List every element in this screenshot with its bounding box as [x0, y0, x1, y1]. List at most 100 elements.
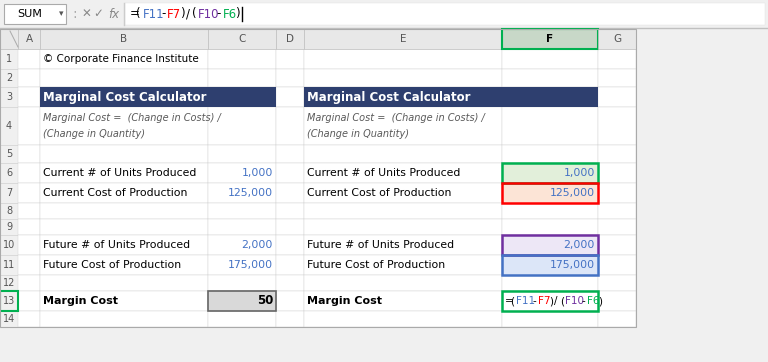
- Bar: [40, 275, 208, 291]
- Bar: [276, 203, 304, 219]
- Text: F7: F7: [167, 8, 181, 21]
- Text: F11: F11: [516, 296, 535, 306]
- Text: E: E: [400, 34, 406, 44]
- Bar: [304, 291, 502, 311]
- Bar: [208, 291, 276, 311]
- Bar: [502, 87, 598, 107]
- Bar: [0, 29, 636, 327]
- Bar: [304, 163, 502, 183]
- Bar: [598, 291, 636, 311]
- Bar: [40, 255, 208, 275]
- Bar: [304, 203, 502, 219]
- Bar: [598, 49, 636, 69]
- Bar: [18, 291, 40, 311]
- Bar: [0, 69, 18, 87]
- Bar: [18, 311, 40, 327]
- Bar: [502, 255, 598, 275]
- Bar: [598, 203, 636, 219]
- Bar: [304, 87, 502, 107]
- Bar: [18, 219, 40, 235]
- Bar: [208, 107, 276, 145]
- Bar: [18, 29, 40, 49]
- Bar: [0, 183, 18, 203]
- Text: C: C: [238, 34, 246, 44]
- Text: 2: 2: [6, 73, 12, 83]
- Text: Marginal Cost Calculator: Marginal Cost Calculator: [307, 90, 471, 104]
- Bar: [40, 219, 208, 235]
- Bar: [208, 219, 276, 235]
- Bar: [276, 311, 304, 327]
- Bar: [276, 49, 304, 69]
- Bar: [40, 107, 208, 145]
- Bar: [0, 311, 18, 327]
- Text: :: :: [73, 7, 78, 21]
- Bar: [276, 235, 304, 255]
- Bar: [276, 275, 304, 291]
- Bar: [502, 163, 598, 183]
- Bar: [208, 311, 276, 327]
- Text: Future Cost of Production: Future Cost of Production: [43, 260, 181, 270]
- Text: ▾: ▾: [58, 9, 63, 18]
- Text: 5: 5: [6, 149, 12, 159]
- Bar: [502, 255, 598, 275]
- Text: ✕: ✕: [81, 8, 91, 21]
- Text: Margin Cost: Margin Cost: [43, 296, 118, 306]
- Bar: [208, 69, 276, 87]
- Text: 1,000: 1,000: [564, 168, 595, 178]
- Bar: [208, 163, 276, 183]
- Text: F6: F6: [223, 8, 237, 21]
- Text: 10: 10: [3, 240, 15, 250]
- Text: 13: 13: [3, 296, 15, 306]
- Bar: [276, 219, 304, 235]
- Bar: [598, 163, 636, 183]
- Bar: [0, 29, 636, 49]
- Bar: [276, 69, 304, 87]
- Text: 9: 9: [6, 222, 12, 232]
- Text: 11: 11: [3, 260, 15, 270]
- Text: F10: F10: [565, 296, 584, 306]
- Bar: [18, 69, 40, 87]
- Text: F10: F10: [198, 8, 220, 21]
- Text: -: -: [217, 8, 221, 21]
- Bar: [598, 275, 636, 291]
- Bar: [40, 203, 208, 219]
- Text: ✓: ✓: [93, 8, 103, 21]
- Bar: [304, 29, 502, 49]
- Bar: [0, 49, 18, 69]
- Bar: [208, 145, 276, 163]
- Text: 2,000: 2,000: [242, 240, 273, 250]
- Bar: [40, 145, 208, 163]
- Text: Current Cost of Production: Current Cost of Production: [43, 188, 187, 198]
- Bar: [0, 163, 18, 183]
- Bar: [502, 291, 598, 311]
- Bar: [208, 87, 276, 107]
- Bar: [502, 49, 598, 69]
- Text: (: (: [560, 296, 564, 306]
- Text: ): ): [180, 8, 184, 21]
- Bar: [40, 87, 208, 107]
- Bar: [0, 0, 768, 28]
- Bar: [18, 87, 40, 107]
- Bar: [0, 255, 18, 275]
- Bar: [502, 87, 598, 107]
- Text: 8: 8: [6, 206, 12, 216]
- Bar: [502, 219, 598, 235]
- Text: (: (: [192, 8, 197, 21]
- Bar: [598, 107, 636, 145]
- Text: B: B: [121, 34, 127, 44]
- Bar: [304, 255, 502, 275]
- Bar: [40, 235, 208, 255]
- Bar: [40, 29, 208, 49]
- Bar: [502, 163, 598, 183]
- Bar: [502, 145, 598, 163]
- Bar: [304, 219, 502, 235]
- Bar: [4, 4, 66, 24]
- Bar: [18, 163, 40, 183]
- Text: Future # of Units Produced: Future # of Units Produced: [307, 240, 454, 250]
- Bar: [502, 29, 598, 49]
- Bar: [0, 291, 18, 311]
- Bar: [502, 183, 598, 203]
- Text: © Corporate Finance Institute: © Corporate Finance Institute: [43, 54, 199, 64]
- Bar: [502, 183, 598, 203]
- Text: /: /: [554, 296, 558, 306]
